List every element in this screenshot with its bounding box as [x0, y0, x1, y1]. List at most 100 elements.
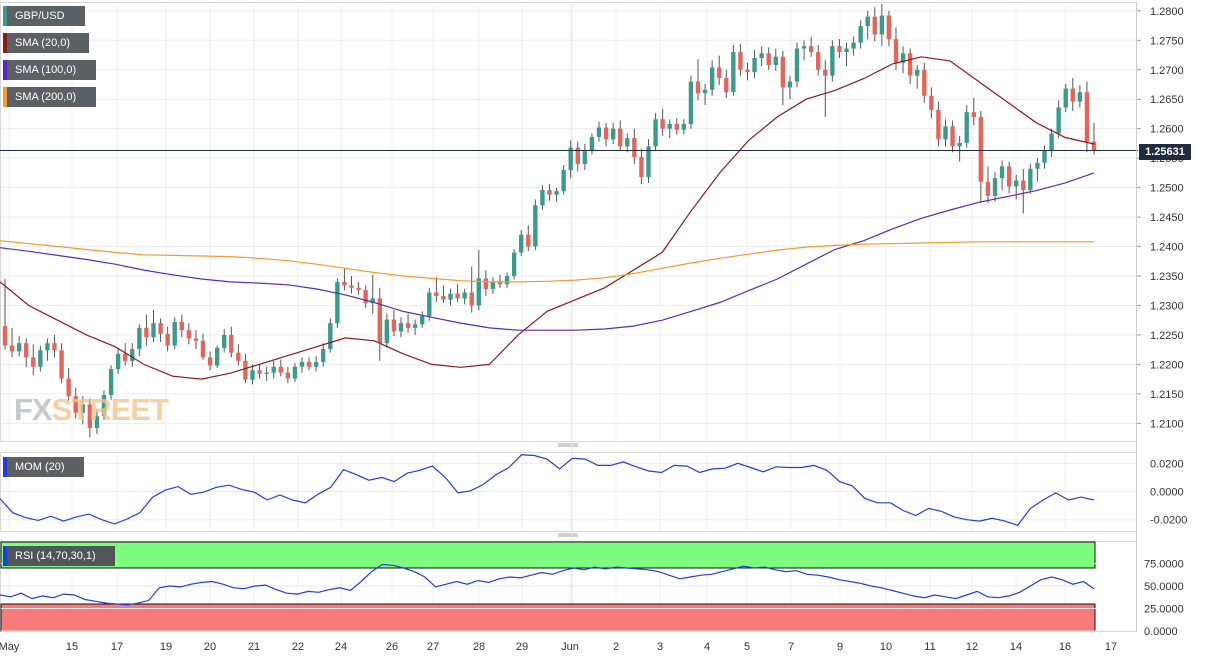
candle-down: [200, 340, 206, 358]
candle-down: [695, 81, 701, 94]
candle-down: [1006, 166, 1012, 187]
candle-up: [504, 276, 510, 285]
x-tick-label: 9: [837, 641, 843, 653]
candle-up: [964, 112, 969, 143]
candle-up: [476, 278, 481, 306]
candle-up: [214, 347, 220, 366]
candle-down: [922, 69, 927, 96]
candle-up: [299, 362, 305, 367]
legend-sma20[interactable]: SMA (20,0): [3, 33, 89, 53]
candle-up: [957, 142, 962, 147]
legend-sma200-label: SMA (200,0): [15, 91, 77, 103]
candle-up: [568, 147, 573, 170]
candle-down: [377, 298, 382, 344]
candle-up: [943, 126, 948, 140]
legend-sma100-label: SMA (100,0): [15, 64, 77, 76]
candle-up: [292, 366, 298, 379]
candle-up: [1063, 88, 1068, 108]
candle-up: [511, 252, 517, 277]
price-tick-label: 1.2400: [1150, 242, 1184, 254]
candle-up: [554, 191, 559, 195]
candle-up: [321, 349, 326, 363]
x-tick-label: 3: [657, 641, 663, 653]
candle-up: [335, 281, 340, 324]
candle-down: [823, 69, 828, 76]
x-tick-label: 14: [1010, 641, 1022, 653]
price-tick-label: 1.2150: [1150, 389, 1184, 401]
candle-up: [94, 416, 100, 429]
candle-down: [179, 321, 184, 331]
candle-up: [759, 53, 764, 58]
candle-up: [398, 323, 404, 332]
candle-down: [936, 109, 941, 140]
candle-up: [130, 349, 135, 361]
price-tick-label: 1.2500: [1150, 183, 1184, 195]
mom-line: [0, 454, 1095, 527]
sma-line-3: [0, 240, 1094, 283]
candle-down: [9, 345, 15, 352]
candle-down: [1091, 141, 1097, 151]
candle-down: [342, 281, 347, 286]
candle-up: [589, 136, 595, 152]
candle-down: [278, 366, 283, 373]
legend-gbpusd-swatch: [3, 6, 7, 26]
legend-gbpusd[interactable]: GBP/USD: [3, 6, 85, 26]
candle-up: [879, 15, 885, 35]
candle-down: [405, 323, 411, 328]
candle-down: [31, 357, 36, 367]
legend-rsi[interactable]: RSI (14,70,30,1): [3, 546, 115, 566]
x-tick-label: 10: [880, 641, 892, 653]
candle-up: [1042, 151, 1047, 163]
candle-up: [851, 42, 856, 49]
candle-up: [858, 26, 863, 43]
candle-up: [915, 69, 920, 76]
candle-up: [610, 128, 616, 140]
candle-down: [907, 53, 913, 76]
candle-up: [1056, 107, 1061, 134]
candle-up: [172, 321, 177, 346]
candle-down: [193, 338, 199, 341]
candle-down: [243, 360, 248, 380]
candle-up: [16, 343, 22, 352]
candle-down: [441, 296, 446, 300]
candle-down: [52, 343, 57, 351]
x-tick-label: 20: [204, 641, 216, 653]
candle-up: [900, 53, 906, 63]
candle-down: [285, 372, 291, 379]
candle-up: [752, 57, 757, 73]
legend-sma20-swatch: [3, 33, 7, 53]
candle-up: [731, 52, 736, 93]
candle-down: [59, 350, 64, 379]
legend-sma100[interactable]: SMA (100,0): [3, 60, 96, 80]
rsi-tick-label: 25.0000: [1144, 604, 1184, 616]
candle-down: [526, 234, 531, 247]
price-tick-label: 1.2300: [1150, 300, 1184, 312]
candle-down: [660, 119, 665, 129]
rsi-tick-label: 0.0000: [1144, 626, 1178, 638]
candle-down: [547, 189, 552, 195]
x-tick-label: 12: [966, 641, 978, 653]
legend-mom[interactable]: MOM (20): [3, 457, 84, 477]
candle-up: [1028, 168, 1033, 190]
candle-up: [420, 316, 425, 325]
candle-up: [787, 81, 793, 88]
candle-down: [618, 128, 623, 147]
legend-sma200[interactable]: SMA (200,0): [3, 87, 96, 107]
candle-down: [978, 116, 984, 182]
candle-down: [236, 352, 241, 361]
candle-up: [264, 372, 269, 374]
candle-up: [1035, 162, 1040, 169]
mom-tick-label: 0.0200: [1150, 458, 1184, 470]
candle-up: [992, 178, 998, 196]
candle-up: [462, 292, 467, 299]
candle-down: [674, 123, 679, 130]
candle-down: [158, 323, 163, 334]
candle-down: [929, 95, 934, 110]
candle-down: [808, 46, 814, 53]
candle-up: [1049, 133, 1054, 152]
candle-up: [688, 81, 694, 124]
candle-down: [724, 78, 729, 93]
candle-down: [363, 290, 368, 304]
price-tick-label: 1.2600: [1150, 124, 1184, 136]
price-tick-label: 1.2650: [1150, 94, 1184, 106]
